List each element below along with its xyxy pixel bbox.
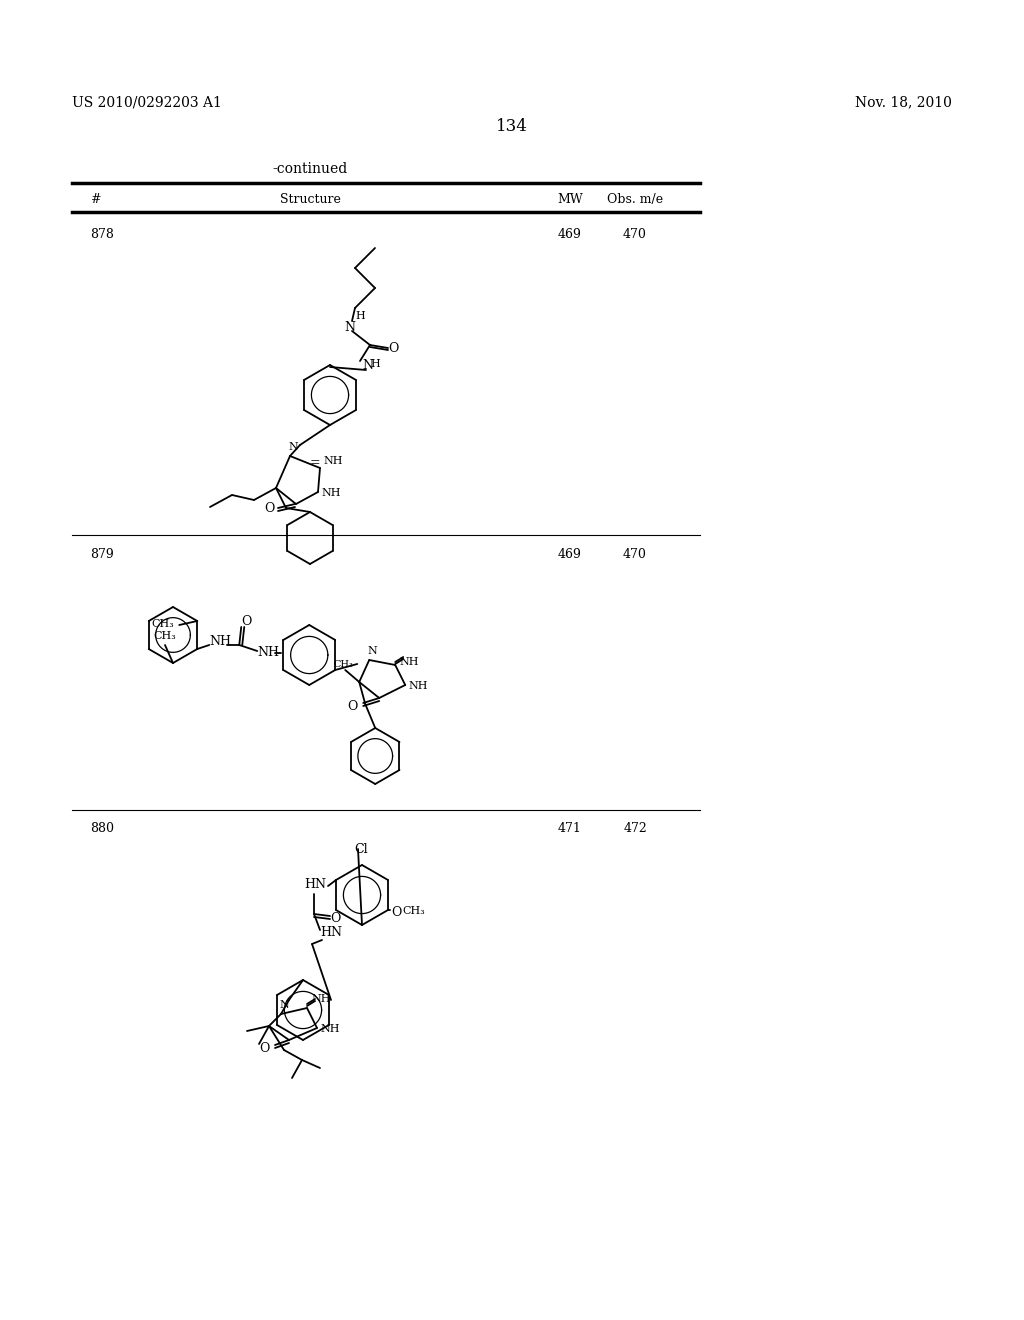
Text: #: # bbox=[90, 193, 100, 206]
Text: 470: 470 bbox=[623, 548, 647, 561]
Text: Structure: Structure bbox=[280, 193, 340, 206]
Text: 470: 470 bbox=[623, 228, 647, 242]
Text: CH₃: CH₃ bbox=[333, 660, 353, 669]
Text: =: = bbox=[310, 455, 321, 469]
Text: O: O bbox=[391, 906, 401, 919]
Text: 880: 880 bbox=[90, 822, 114, 836]
Text: NH: NH bbox=[409, 681, 428, 690]
Text: NH: NH bbox=[323, 455, 342, 466]
Text: O: O bbox=[264, 502, 274, 515]
Text: 878: 878 bbox=[90, 228, 114, 242]
Text: CH₃: CH₃ bbox=[152, 619, 174, 630]
Text: HN: HN bbox=[321, 927, 342, 939]
Text: 469: 469 bbox=[558, 548, 582, 561]
Text: H: H bbox=[355, 312, 365, 321]
Text: Obs. m/e: Obs. m/e bbox=[607, 193, 664, 206]
Text: HN: HN bbox=[304, 878, 326, 891]
Text: O: O bbox=[330, 912, 340, 925]
Text: O: O bbox=[242, 615, 252, 628]
Text: N: N bbox=[344, 321, 355, 334]
Text: US 2010/0292203 A1: US 2010/0292203 A1 bbox=[72, 95, 222, 110]
Text: Nov. 18, 2010: Nov. 18, 2010 bbox=[855, 95, 952, 110]
Text: -continued: -continued bbox=[272, 162, 347, 176]
Text: NH: NH bbox=[209, 635, 231, 648]
Text: NH: NH bbox=[399, 657, 419, 667]
Text: NH: NH bbox=[311, 994, 331, 1005]
Text: N: N bbox=[368, 645, 377, 656]
Text: NH: NH bbox=[257, 645, 280, 659]
Text: Cl: Cl bbox=[354, 843, 368, 855]
Text: N: N bbox=[279, 1001, 289, 1010]
Text: O: O bbox=[388, 342, 398, 355]
Text: CH₃: CH₃ bbox=[402, 906, 425, 916]
Text: N: N bbox=[288, 442, 298, 451]
Text: NH: NH bbox=[321, 488, 341, 498]
Text: 469: 469 bbox=[558, 228, 582, 242]
Text: H: H bbox=[370, 359, 380, 370]
Text: MW: MW bbox=[557, 193, 583, 206]
Text: 134: 134 bbox=[496, 117, 528, 135]
Text: NH: NH bbox=[319, 1024, 340, 1034]
Text: 471: 471 bbox=[558, 822, 582, 836]
Text: 472: 472 bbox=[624, 822, 647, 836]
Text: 879: 879 bbox=[90, 548, 114, 561]
Text: O: O bbox=[259, 1041, 269, 1055]
Text: N: N bbox=[362, 359, 373, 372]
Text: CH₃: CH₃ bbox=[153, 631, 176, 642]
Text: O: O bbox=[347, 700, 357, 713]
